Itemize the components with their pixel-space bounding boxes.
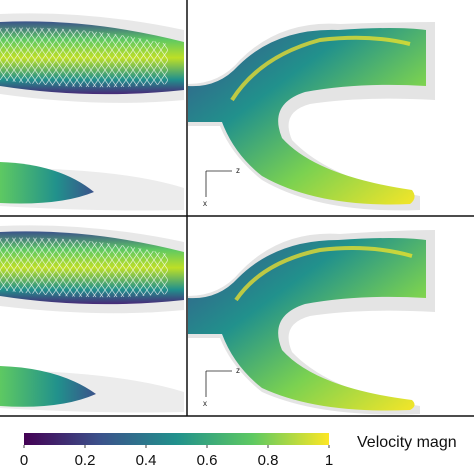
panel-bottom-left (0, 225, 184, 413)
stent-mesh (0, 237, 168, 298)
lower-vessel-flow (0, 162, 94, 204)
axis-label-x: x (203, 199, 207, 208)
colorbar-tick-label: 0.6 (197, 452, 218, 469)
bifurcation-flow-field (188, 28, 426, 205)
axis-triad: z x (203, 366, 240, 408)
panel-frames (0, 0, 474, 417)
bifurcation-jet (230, 35, 411, 102)
colorbar-tick-label: 0.4 (136, 452, 157, 469)
colorbar: 0 0.2 0.4 0.6 0.8 1 Velocity magn (20, 433, 457, 469)
colorbar-tick-label: 0.2 (75, 452, 96, 469)
colorbar-title: Velocity magn (357, 434, 457, 451)
stent-mesh (0, 27, 168, 88)
axis-triad: z x (203, 166, 240, 208)
colorbar-gradient (24, 433, 329, 445)
axis-label-z: z (236, 166, 240, 175)
colorbar-tick-label: 1 (325, 452, 333, 469)
axis-label-x: x (203, 399, 207, 408)
colorbar-ticks: 0 0.2 0.4 0.6 0.8 1 (20, 445, 333, 469)
panel-top-right: z x (188, 22, 435, 211)
bifurcation-jet (234, 246, 413, 302)
colorbar-tick-label: 0 (20, 452, 28, 469)
lower-vessel-flow (0, 366, 96, 407)
colorbar-tick-label: 0.8 (258, 452, 279, 469)
axis-label-z: z (236, 366, 240, 375)
panel-bottom-right: z x (188, 230, 435, 415)
panel-top-left (0, 13, 184, 211)
bifurcation-flow-field (188, 238, 426, 411)
